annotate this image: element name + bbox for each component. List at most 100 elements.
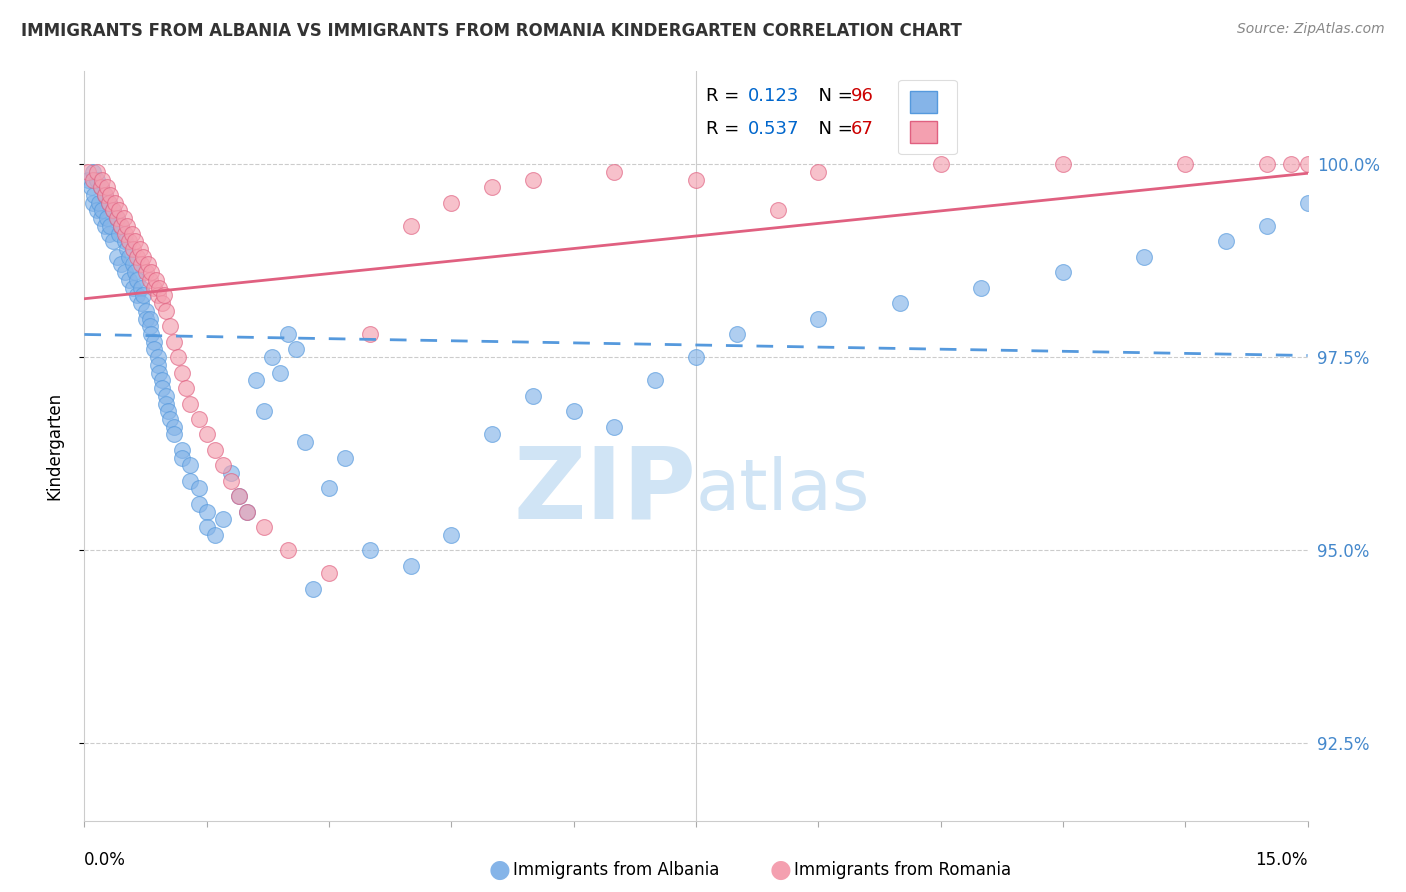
Point <box>97 227 120 241</box>
Point <box>260 350 283 364</box>
Point <box>399 219 422 233</box>
Point <box>105 211 128 226</box>
Point <box>138 311 160 326</box>
Point <box>1215 235 1237 249</box>
Point <box>80 180 103 194</box>
Point <box>155 303 177 318</box>
Point <box>603 165 626 179</box>
Text: 96: 96 <box>851 87 873 105</box>
Point <box>172 450 194 465</box>
Point <box>1133 250 1156 264</box>
Point <box>136 257 159 271</box>
Point <box>141 265 163 279</box>
Point <box>172 442 194 457</box>
Point <box>807 165 830 179</box>
Point <box>481 427 503 442</box>
Point <box>91 172 114 186</box>
Point <box>195 505 218 519</box>
Point <box>121 227 143 241</box>
Point <box>124 235 146 249</box>
Text: 0.0%: 0.0% <box>84 851 127 869</box>
Point <box>110 257 132 271</box>
Point <box>135 265 157 279</box>
Point <box>685 172 707 186</box>
Point <box>253 520 276 534</box>
Point <box>807 311 830 326</box>
Point <box>153 288 176 302</box>
Point <box>128 242 150 256</box>
Point <box>142 334 165 349</box>
Point <box>101 203 124 218</box>
Point <box>118 250 141 264</box>
Point <box>107 203 129 218</box>
Point <box>93 188 115 202</box>
Point <box>107 227 129 241</box>
Point <box>97 195 120 210</box>
Point <box>174 381 197 395</box>
Point <box>1256 219 1278 233</box>
Text: R =: R = <box>706 87 745 105</box>
Point <box>122 280 145 294</box>
Point <box>118 235 141 249</box>
Point <box>481 180 503 194</box>
Point <box>685 350 707 364</box>
Point <box>96 180 118 194</box>
Point <box>87 195 110 210</box>
Point <box>90 180 112 194</box>
Point <box>277 543 299 558</box>
Point <box>101 203 124 218</box>
Point <box>114 265 136 279</box>
Point <box>115 219 138 233</box>
Text: 15.0%: 15.0% <box>1256 851 1308 869</box>
Point <box>138 273 160 287</box>
Point <box>115 242 138 256</box>
Point <box>1256 157 1278 171</box>
Point <box>77 165 100 179</box>
Point <box>167 350 190 364</box>
Point <box>110 219 132 233</box>
Point <box>131 280 153 294</box>
Text: Immigrants from Albania: Immigrants from Albania <box>513 861 720 879</box>
Point <box>399 558 422 573</box>
Point <box>929 157 952 171</box>
Point <box>195 427 218 442</box>
Point <box>766 203 789 218</box>
Point <box>1296 157 1319 171</box>
Point <box>318 482 340 496</box>
Point <box>318 566 340 581</box>
Point <box>440 195 463 210</box>
Point <box>90 211 112 226</box>
Point <box>335 450 357 465</box>
Point <box>122 242 145 256</box>
Point <box>236 505 259 519</box>
Point <box>93 188 115 202</box>
Point <box>644 373 666 387</box>
Point <box>228 489 250 503</box>
Point <box>145 273 167 287</box>
Legend: , : , <box>898 79 956 154</box>
Point <box>124 265 146 279</box>
Point <box>245 373 267 387</box>
Point <box>93 219 115 233</box>
Point <box>172 366 194 380</box>
Point <box>603 419 626 434</box>
Point <box>187 497 209 511</box>
Point <box>101 235 124 249</box>
Point <box>163 427 186 442</box>
Point <box>138 319 160 334</box>
Point <box>359 543 381 558</box>
Point <box>135 311 157 326</box>
Point <box>127 273 149 287</box>
Point <box>301 582 323 596</box>
Point <box>359 326 381 341</box>
Point <box>122 257 145 271</box>
Point <box>285 343 308 357</box>
Point <box>159 319 181 334</box>
Point <box>146 358 169 372</box>
Text: N =: N = <box>807 120 859 138</box>
Point <box>163 334 186 349</box>
Text: atlas: atlas <box>696 457 870 525</box>
Point <box>204 528 226 542</box>
Point <box>155 389 177 403</box>
Point <box>562 404 585 418</box>
